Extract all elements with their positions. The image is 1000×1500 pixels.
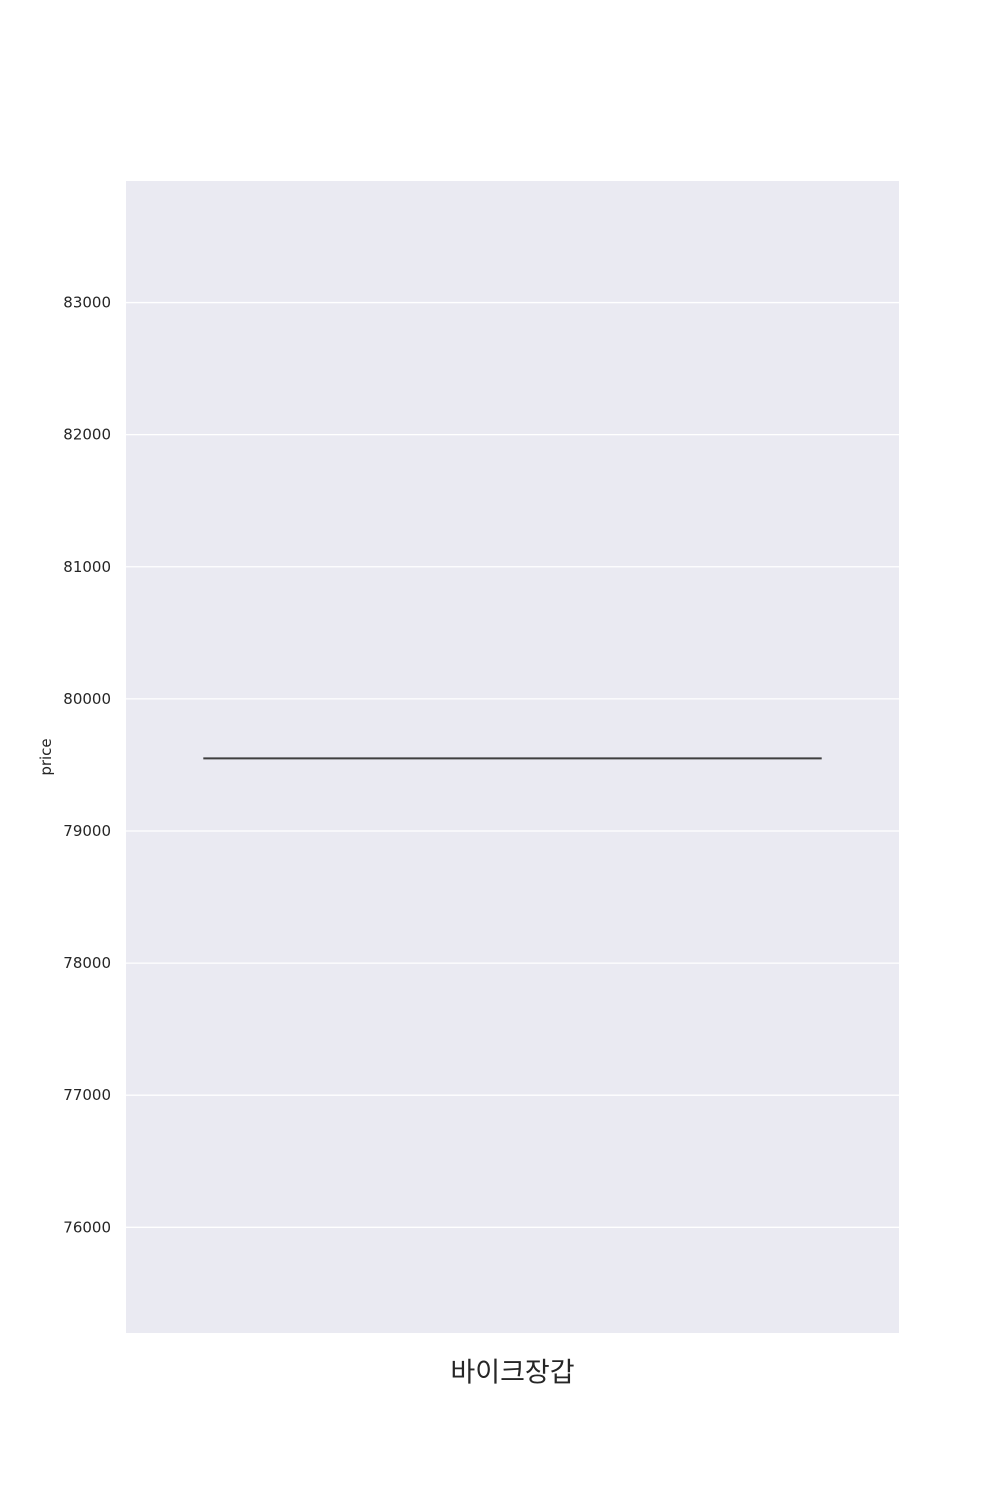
y-tick-label: 80000 (63, 690, 111, 708)
y-tick-label: 78000 (63, 954, 111, 972)
y-tick-label: 77000 (63, 1086, 111, 1104)
y-tick-label: 81000 (63, 558, 111, 576)
plot-area (126, 181, 899, 1333)
y-axis-ticks: 76000 77000 78000 79000 80000 81000 82000 83000 (63, 294, 111, 1237)
y-tick-label: 83000 (63, 294, 111, 312)
y-tick-label: 82000 (63, 426, 111, 444)
y-tick-label: 79000 (63, 822, 111, 840)
grid-lines (126, 301, 899, 1228)
x-tick-label: 바이크장갑 (450, 1358, 574, 1389)
y-axis-label: price (37, 738, 55, 775)
x-axis-ticks: 바이크장갑 (450, 1358, 574, 1389)
y-tick-label: 76000 (63, 1218, 111, 1236)
